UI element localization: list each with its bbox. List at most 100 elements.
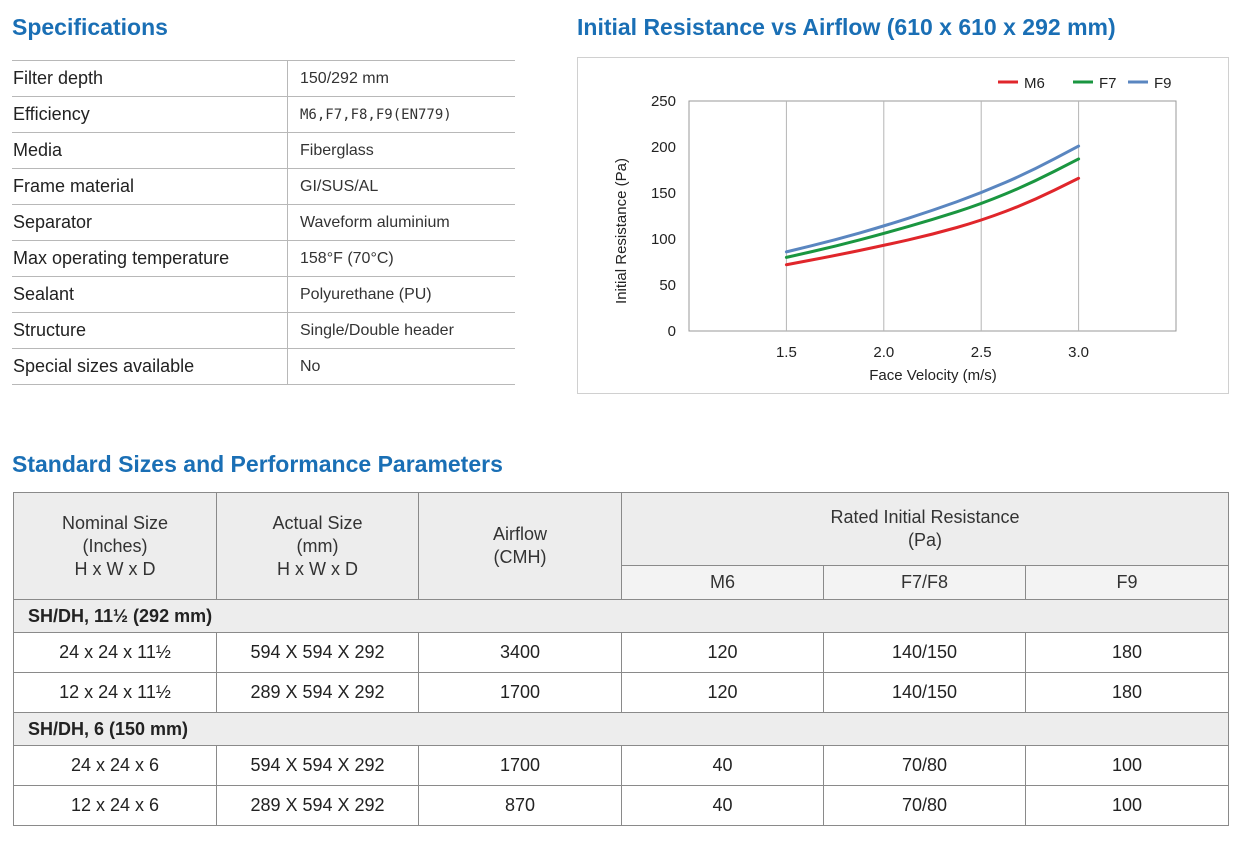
spec-label: Sealant bbox=[12, 276, 288, 313]
cell-m6: 120 bbox=[621, 672, 824, 713]
chart-title: Initial Resistance vs Airflow (610 x 610… bbox=[577, 14, 1116, 40]
spec-value: GI/SUS/AL bbox=[287, 168, 515, 205]
cell-airflow: 1700 bbox=[418, 672, 622, 713]
spec-value: No bbox=[287, 348, 515, 385]
y-tick-label: 0 bbox=[668, 323, 676, 340]
spec-value: Polyurethane (PU) bbox=[287, 276, 515, 313]
header-line: (Pa) bbox=[908, 530, 943, 550]
header-f7-f8: F7/F8 bbox=[823, 565, 1026, 600]
specifications-title: Specifications bbox=[12, 14, 168, 40]
header-line: Nominal Size bbox=[61, 512, 169, 533]
y-tick-label: 250 bbox=[651, 93, 676, 110]
plot-frame bbox=[688, 100, 1177, 332]
spec-label: Structure bbox=[12, 312, 288, 349]
group-row: SH/DH, 6 (150 mm) bbox=[12, 712, 1230, 746]
header-line: (mm) bbox=[296, 535, 339, 556]
header-actual-size: Actual Size (mm) H x W x D bbox=[216, 492, 419, 600]
cell-airflow: 1700 bbox=[418, 745, 622, 786]
cell-actual: 289 X 594 X 292 bbox=[216, 672, 419, 713]
spec-label: Efficiency bbox=[12, 96, 288, 133]
cell-m6: 40 bbox=[621, 745, 824, 786]
sizes-table: Nominal Size (Inches) H x W x D Actual S… bbox=[12, 492, 1230, 826]
spec-row: Efficiency M6,F7,F8,F9(EN779) bbox=[12, 96, 515, 133]
cell-f9: 180 bbox=[1024, 672, 1230, 713]
cell-nominal: 24 x 24 x 11½ bbox=[13, 632, 217, 673]
spec-row: Sealant Polyurethane (PU) bbox=[12, 276, 515, 313]
cell-airflow: 3400 bbox=[418, 632, 622, 673]
spec-label: Special sizes available bbox=[12, 348, 288, 385]
spec-row: Max operating temperature 158°F (70°C) bbox=[12, 240, 515, 277]
spec-row: Special sizes available No bbox=[12, 348, 515, 385]
y-tick-label: 50 bbox=[659, 277, 676, 294]
header-line: (Inches) bbox=[82, 535, 148, 556]
cell-actual: 289 X 594 X 292 bbox=[216, 785, 419, 826]
x-tick-label: 3.0 bbox=[1068, 344, 1089, 361]
spec-row: Separator Waveform aluminium bbox=[12, 204, 515, 241]
spec-value: Fiberglass bbox=[287, 132, 515, 169]
x-tick-label: 1.5 bbox=[776, 344, 797, 361]
cell-nominal: 24 x 24 x 6 bbox=[13, 745, 217, 786]
header-line: Rated Initial Resistance bbox=[830, 507, 1020, 527]
spec-row: Filter depth 150/292 mm bbox=[12, 60, 515, 97]
y-axis-label: Initial Resistance (Pa) bbox=[613, 158, 630, 304]
group-label: SH/DH, 11½ (292 mm) bbox=[12, 599, 1230, 633]
y-tick-label: 150 bbox=[651, 185, 676, 202]
spec-value: 158°F (70°C) bbox=[287, 240, 515, 277]
x-tick-label: 2.5 bbox=[971, 344, 992, 361]
spec-value: Waveform aluminium bbox=[287, 204, 515, 241]
spec-row: Frame material GI/SUS/AL bbox=[12, 168, 515, 205]
cell-f9: 100 bbox=[1024, 745, 1230, 786]
series-line-f7 bbox=[784, 157, 1081, 259]
spec-label: Max operating temperature bbox=[12, 240, 288, 277]
chart-svg: 1.5 2.0 2.5 3.0 0 50 100 150 200 250 Face Velocity… bbox=[613, 75, 1177, 384]
cell-f7-f8: 140/150 bbox=[823, 672, 1026, 713]
cell-actual: 594 X 594 X 292 bbox=[216, 745, 419, 786]
group-label: SH/DH, 6 (150 mm) bbox=[12, 712, 1230, 746]
sizes-title: Standard Sizes and Performance Parameter… bbox=[12, 451, 503, 477]
resistance-chart: 1.5 2.0 2.5 3.0 0 50 100 150 200 250 Face Velocity… bbox=[577, 57, 1229, 394]
spec-value: Single/Double header bbox=[287, 312, 515, 349]
header-m6: M6 bbox=[621, 565, 824, 600]
spec-label: Separator bbox=[12, 204, 288, 241]
cell-f9: 100 bbox=[1024, 785, 1230, 826]
specifications-table: Filter depth 150/292 mm Efficiency M6,F7,F… bbox=[12, 60, 515, 385]
table-row: 12 x 24 x 11½ 289 X 594 X 292 1700 120 1… bbox=[13, 672, 1230, 713]
spec-row: Structure Single/Double header bbox=[12, 312, 515, 349]
spec-value: M6,F7,F8,F9(EN779) bbox=[287, 96, 515, 133]
header-line: (CMH) bbox=[493, 547, 547, 567]
cell-actual: 594 X 594 X 292 bbox=[216, 632, 419, 673]
series-line-f9 bbox=[784, 144, 1081, 254]
header-f9: F9 bbox=[1024, 565, 1230, 600]
cell-m6: 40 bbox=[621, 785, 824, 826]
spec-label: Media bbox=[12, 132, 288, 169]
cell-nominal: 12 x 24 x 11½ bbox=[13, 672, 217, 713]
spec-label: Frame material bbox=[12, 168, 288, 205]
x-axis-label: Face Velocity (m/s) bbox=[869, 367, 997, 384]
x-tick-label: 2.0 bbox=[873, 344, 894, 361]
header-rated-resistance: Rated Initial Resistance (Pa) bbox=[620, 492, 1230, 566]
header-nominal-size: Nominal Size (Inches) H x W x D bbox=[13, 492, 217, 600]
legend-label: M6 bbox=[1024, 75, 1045, 92]
cell-f9: 180 bbox=[1024, 632, 1230, 673]
header-line: H x W x D bbox=[277, 558, 358, 579]
legend-label: F7 bbox=[1099, 75, 1117, 92]
y-tick-label: 200 bbox=[651, 139, 676, 156]
spec-value: 150/292 mm bbox=[287, 60, 515, 97]
header-line: H x W x D bbox=[74, 558, 156, 579]
spec-label: Filter depth bbox=[12, 60, 288, 97]
y-tick-label: 100 bbox=[651, 231, 676, 248]
cell-f7-f8: 140/150 bbox=[823, 632, 1026, 673]
series-line-m6 bbox=[784, 176, 1081, 267]
table-row: 24 x 24 x 11½ 594 X 594 X 292 3400 120 1… bbox=[13, 632, 1230, 673]
cell-f7-f8: 70/80 bbox=[823, 745, 1026, 786]
table-row: 12 x 24 x 6 289 X 594 X 292 870 40 70/80… bbox=[13, 785, 1230, 826]
cell-nominal: 12 x 24 x 6 bbox=[13, 785, 217, 826]
header-line: Actual Size bbox=[272, 512, 363, 533]
cell-f7-f8: 70/80 bbox=[823, 785, 1026, 826]
header-airflow: Airflow (CMH) bbox=[418, 492, 622, 600]
spec-row: Media Fiberglass bbox=[12, 132, 515, 169]
header-line: Airflow bbox=[492, 524, 547, 544]
group-row: SH/DH, 11½ (292 mm) bbox=[12, 599, 1230, 633]
cell-airflow: 870 bbox=[418, 785, 622, 826]
table-row: 24 x 24 x 6 594 X 594 X 292 1700 40 70/8… bbox=[13, 745, 1230, 786]
